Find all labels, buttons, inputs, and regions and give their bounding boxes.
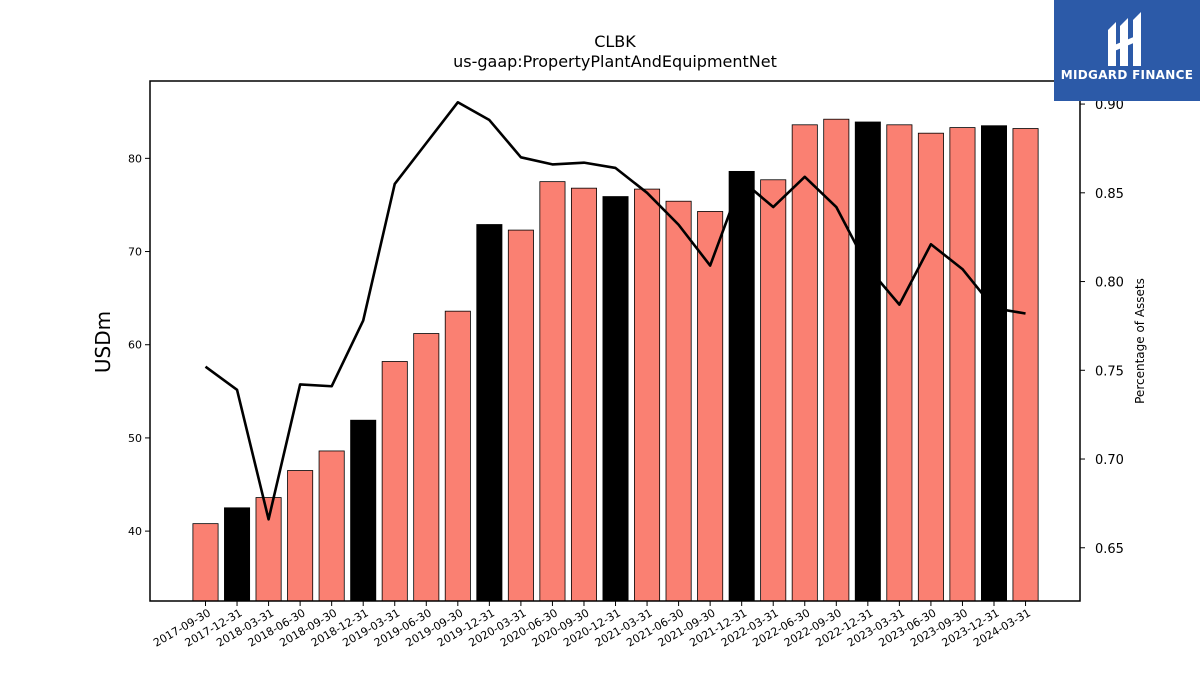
y2-tick-label-0.75: 0.75 [1095, 364, 1124, 379]
bar-2017-12-31 [224, 507, 251, 602]
bar-2023-12-31 [981, 125, 1008, 602]
bar-2019-03-31 [381, 361, 408, 602]
bar-2021-09-30 [697, 211, 724, 602]
bar-2021-06-30 [665, 200, 692, 602]
bar-2020-03-31 [507, 229, 534, 602]
y-axis-label: USDm [91, 311, 115, 373]
bar-2018-03-31 [255, 497, 282, 602]
y2-tick-label-0.80: 0.80 [1095, 276, 1124, 291]
y-tick-label-60: 60 [128, 339, 142, 352]
bar-2023-03-31 [886, 124, 913, 602]
bar-2022-03-31 [760, 179, 787, 602]
y2-tick-label-0.65: 0.65 [1095, 542, 1124, 557]
y-tick-label-80: 80 [128, 152, 142, 165]
bar-2021-12-31 [728, 170, 755, 602]
chart-subtitle: us-gaap:PropertyPlantAndEquipmentNet [453, 52, 777, 71]
bar-2020-12-31 [602, 196, 629, 602]
plot-frame [149, 80, 1081, 602]
bar-2019-09-30 [444, 310, 471, 602]
y2-tick-label-0.70: 0.70 [1095, 453, 1124, 468]
pct-of-assets-line [204, 101, 1026, 521]
bar-2017-09-30 [192, 523, 219, 602]
bar-2023-06-30 [917, 132, 944, 602]
y2-tick-label-0.90: 0.90 [1095, 98, 1124, 113]
y2-tick-label-0.85: 0.85 [1095, 187, 1124, 202]
bar-2019-12-31 [476, 224, 503, 602]
bar-2024-03-31 [1012, 128, 1039, 602]
pct-line-series [204, 101, 1026, 521]
y-tick-label-50: 50 [128, 432, 142, 445]
axes [149, 80, 1081, 602]
logo-text: MIDGARD FINANCE [1060, 68, 1194, 82]
y-tick-label-40: 40 [128, 525, 142, 538]
bar-2022-12-31 [854, 121, 881, 602]
bar-2022-09-30 [823, 118, 850, 602]
chart-title: CLBK [594, 32, 636, 51]
bar-2020-06-30 [539, 181, 566, 602]
bar-2023-09-30 [949, 127, 976, 602]
bar-2022-06-30 [791, 124, 818, 602]
y2-axis-label: Percentage of Assets [1133, 278, 1147, 404]
bar-2018-09-30 [318, 450, 345, 602]
bar-2018-06-30 [287, 470, 314, 602]
y-tick-label-70: 70 [128, 246, 142, 259]
bar-2020-09-30 [570, 187, 597, 602]
bar-2018-12-31 [350, 419, 377, 602]
brand-logo: MIDGARD FINANCE [1054, 0, 1200, 101]
bar-series [192, 118, 1039, 602]
bar-2021-03-31 [634, 188, 661, 602]
bar-2019-06-30 [413, 333, 440, 602]
logo-mark-icon [1108, 12, 1141, 66]
